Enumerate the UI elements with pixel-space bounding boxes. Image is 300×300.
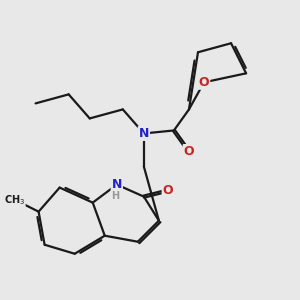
Text: CH$_3$: CH$_3$ (4, 193, 25, 206)
Text: O: O (163, 184, 173, 197)
Text: N: N (112, 178, 122, 191)
Text: O: O (199, 76, 209, 89)
Text: H: H (111, 191, 119, 201)
Text: N: N (139, 127, 149, 140)
Text: O: O (184, 145, 194, 158)
